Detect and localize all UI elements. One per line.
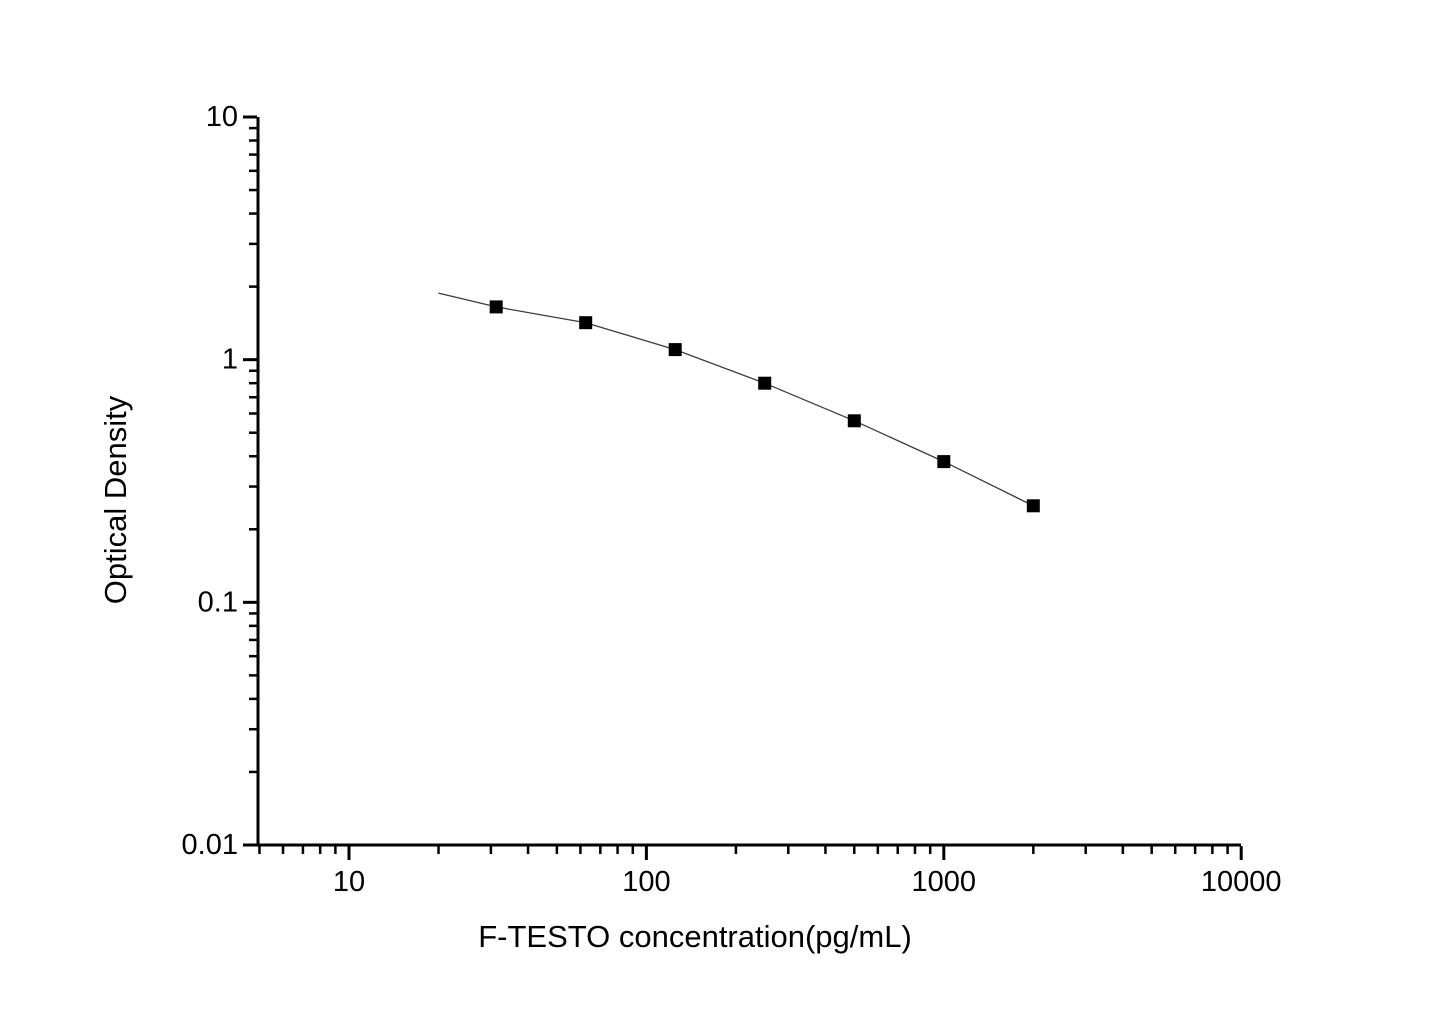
y-axis-title: Optical Density xyxy=(98,395,133,604)
data-point-marker xyxy=(668,343,682,357)
x-tick-label: 10 xyxy=(333,866,365,898)
data-point-marker xyxy=(847,414,861,428)
data-point-marker xyxy=(489,300,503,314)
data-point-marker xyxy=(579,316,593,330)
y-axis: 10 1 0.1 0.01 xyxy=(182,101,260,861)
plot-series xyxy=(438,292,1040,513)
x-axis: 10 100 1000 10000 xyxy=(256,843,1282,898)
data-point-marker xyxy=(1026,499,1040,513)
y-tick-label: 0.01 xyxy=(182,829,238,861)
x-tick-label: 1000 xyxy=(912,866,977,898)
standard-curve-line xyxy=(438,292,1034,507)
y-tick-label: 10 xyxy=(206,101,238,133)
y-tick-label: 0.1 xyxy=(198,586,238,618)
x-tick-label: 100 xyxy=(622,866,670,898)
x-axis-title: F-TESTO concentration(pg/mL) xyxy=(478,919,912,954)
data-point-marker xyxy=(937,455,951,469)
x-tick-label: 10000 xyxy=(1201,866,1282,898)
data-point-marker xyxy=(758,376,772,390)
y-tick-label: 1 xyxy=(222,344,238,376)
